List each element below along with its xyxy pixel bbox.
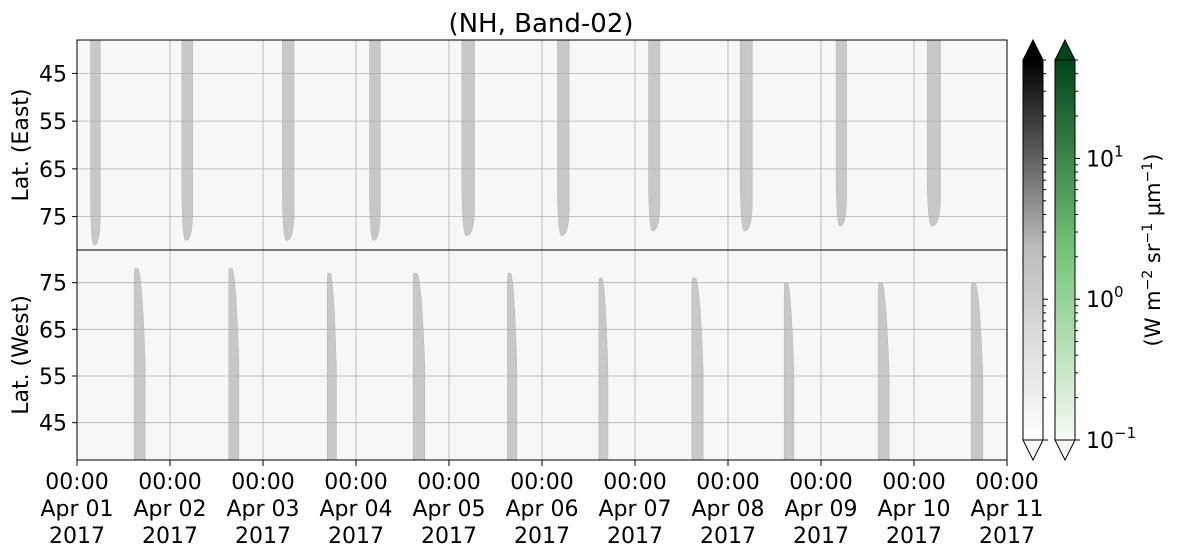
west-day-region: [507, 273, 518, 461]
xtick-label: 00:00: [510, 470, 573, 495]
west-day-regions: [133, 268, 984, 461]
colorbar-ticks: 10−1 100 101: [1043, 59, 1136, 454]
colorbar-tick-label: 101: [1086, 142, 1124, 172]
east-ytick-label: 65: [39, 158, 67, 183]
xtick-label: 00:00: [231, 470, 294, 495]
xtick-label: 00:00: [603, 470, 666, 495]
colorbar-tick-label: 10−1: [1086, 424, 1136, 454]
colorbar-gray-top-extend: [1022, 38, 1044, 61]
east-day-region: [282, 39, 295, 241]
xtick-label: Apr 02: [133, 497, 206, 522]
west-day-region: [326, 273, 337, 461]
east-day-region: [461, 39, 475, 236]
west-ytick-label: 55: [39, 365, 67, 390]
west-day-region: [598, 277, 609, 461]
xtick-label: Apr 07: [598, 497, 671, 522]
xtick-label: 2017: [886, 524, 942, 549]
xtick-label: 2017: [421, 524, 477, 549]
west-day-region: [228, 268, 240, 461]
panel-west: 45 55 65 75 Lat. (West): [9, 249, 1008, 461]
west-ytick-label: 65: [39, 318, 67, 343]
colorbar-gray-bottom-extend: [1022, 439, 1044, 462]
xtick-label: Apr 11: [970, 497, 1043, 522]
xtick-label: 2017: [235, 524, 291, 549]
west-day-region: [691, 277, 704, 461]
east-y-ticks: 45 55 65 75: [39, 62, 77, 231]
xtick-label: 00:00: [138, 470, 201, 495]
xtick-label: 00:00: [789, 470, 852, 495]
east-day-region: [369, 39, 381, 241]
west-day-region: [412, 273, 426, 461]
xtick-label: 00:00: [882, 470, 945, 495]
xtick-label: 2017: [49, 524, 105, 549]
xtick-label: 00:00: [417, 470, 480, 495]
west-y-ticks: 45 55 65 75: [39, 272, 77, 437]
colorbar-gray: [1022, 38, 1044, 462]
colorbar-green-bottom-extend: [1054, 439, 1076, 462]
west-ytick-label: 45: [39, 412, 67, 437]
xtick-label: Apr 10: [877, 497, 950, 522]
panel-east: 45 55 65 75 Lat. (East): [9, 39, 1008, 251]
east-day-region: [181, 39, 193, 241]
colorbar-green: [1054, 38, 1076, 462]
west-y-axis-label: Lat. (West): [9, 295, 34, 415]
east-ytick-label: 75: [39, 206, 67, 231]
east-day-region: [739, 39, 753, 232]
east-ytick-label: 45: [39, 62, 67, 87]
xtick-label: 2017: [700, 524, 756, 549]
xtick-label: Apr 06: [505, 497, 578, 522]
xtick-label: 2017: [514, 524, 570, 549]
east-day-regions: [90, 39, 941, 246]
chart-title: (NH, Band-02): [448, 9, 633, 39]
xtick-label: Apr 03: [226, 497, 299, 522]
xtick-label: Apr 05: [412, 497, 485, 522]
xtick-label: 2017: [607, 524, 663, 549]
xtick-label: 2017: [979, 524, 1035, 549]
xtick-label: 2017: [142, 524, 198, 549]
west-ytick-label: 75: [39, 272, 67, 297]
east-day-region: [835, 39, 847, 227]
colorbar-tick-label: 100: [1086, 283, 1124, 313]
east-day-region: [926, 39, 941, 227]
xtick-label: 2017: [793, 524, 849, 549]
colorbar-green-body: [1054, 59, 1076, 441]
xtick-label: 00:00: [324, 470, 387, 495]
east-ytick-label: 55: [39, 110, 67, 135]
east-day-region: [648, 39, 661, 232]
west-grid: [76, 250, 1008, 460]
xtick-label: 2017: [328, 524, 384, 549]
xtick-label: Apr 04: [319, 497, 392, 522]
east-day-region: [557, 39, 570, 236]
east-y-axis-label: Lat. (East): [9, 89, 34, 202]
colorbar-gray-body: [1022, 59, 1044, 441]
xtick-label: 00:00: [696, 470, 759, 495]
colorbar-green-top-extend: [1054, 38, 1076, 61]
east-day-region: [90, 39, 101, 246]
xtick-label: 00:00: [975, 470, 1038, 495]
west-day-region: [133, 268, 146, 461]
xtick-label: Apr 08: [691, 497, 764, 522]
xtick-label: Apr 01: [40, 497, 113, 522]
xtick-label: 00:00: [45, 470, 108, 495]
colorbar-label: (W m−2 sr−1 μm−1): [1140, 154, 1165, 347]
xtick-label: Apr 09: [784, 497, 857, 522]
